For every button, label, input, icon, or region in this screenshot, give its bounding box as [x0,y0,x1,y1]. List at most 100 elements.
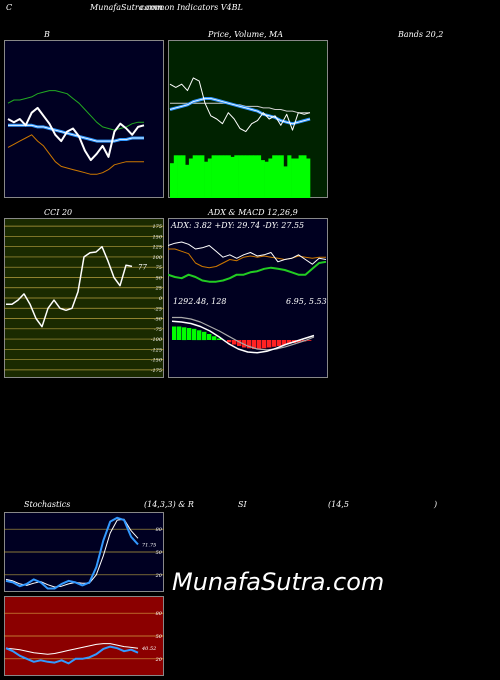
volume-bar [211,155,216,198]
stochastics-chart: 80 50 20 71.75 [4,512,164,592]
tick-label: 20 [155,657,163,663]
macd-histogram-bar [297,340,302,343]
volume-bar [291,158,296,198]
adx-line [168,248,326,269]
site-title[interactable]: MunafaSutra.com [90,3,163,12]
macd-histogram-bar [282,340,287,346]
volume-bar [181,155,186,198]
volume-bar [260,160,265,198]
panel-background [168,218,328,378]
volume-bar [219,155,224,198]
volume-bar [226,155,231,198]
macd-histogram-bar [237,340,242,346]
macd-line [171,320,315,354]
tick-label: -75 [154,327,162,333]
tick-label: 25 [155,286,162,292]
stoch-title: Stochastics [24,500,71,509]
tick-label: -25 [154,306,162,312]
volume-bar [306,158,311,198]
volume-bar [287,155,292,198]
macd-histogram-bar [182,327,187,341]
volume-bar [298,155,303,198]
price-volume-chart [168,40,328,198]
tick-label: 80 [156,611,163,617]
tick-label: 50 [156,550,163,556]
volume-bar [173,155,178,198]
stoch-params: (14,3,3) & R [144,500,194,509]
panel2-extra: Bands 20,2 [398,30,444,39]
macd-histogram-bar [252,340,257,349]
middle-band-highlight [8,124,144,142]
volume-bar [294,158,299,198]
macd-histogram-bar [172,326,177,340]
rsi-last-value: 40.52 [141,646,156,652]
macd-histogram-bar [257,340,262,349]
volume-bar [230,156,235,198]
stoch-d-line [5,518,139,588]
volume-bar [245,155,250,198]
tick-label: 50 [156,634,163,640]
volume-bar [257,155,262,198]
volume-bar [177,155,182,198]
volume-bar [207,158,212,198]
cci-chart: 175 150 125 100 75 50 25 0 -25 -50 -75 -100 -125 -150… [4,218,164,378]
panel-background [4,40,164,198]
panel2-title: Price, Volume, MA [208,30,284,39]
panel1-title: B [44,30,50,39]
plus-di-line [168,241,327,265]
bollinger-chart [4,40,164,198]
volume-bar [204,161,209,198]
macd-histogram-bar [202,331,207,341]
tick-label: 175 [152,224,162,230]
volume-bar [264,161,269,198]
macd-histogram-bar [277,340,282,346]
rsi-line [5,645,139,665]
macd-readout-right: 6.95, 5.53 [286,297,327,306]
cci-panel: 175 150 125 100 75 50 25 0 -25 -50 -75 -100 -125 -150… [4,218,164,378]
cci-last-value: 77 [138,263,147,271]
macd-histogram-bar [197,330,202,341]
volume-bar [238,155,243,198]
macd-histogram-bar [227,340,232,343]
volume-bar [272,155,277,198]
subtitle: common Indicators V4BL [140,3,243,12]
adx-macd-chart [168,218,328,378]
volume-bar [279,155,284,198]
volume-bar [192,155,197,198]
tick-label: -100 [151,337,163,343]
price-line [7,106,145,162]
rsi-signal-line [5,643,139,655]
macd-histogram-bar [217,338,222,340]
ma-line-highlight [169,98,311,125]
macd-histogram-bar [207,334,212,340]
macd-histogram-bar [287,340,292,344]
tick-label: 100 [152,255,162,261]
tick-label: 75 [156,265,162,271]
macd-histogram-bar [192,328,197,341]
tick-label: 20 [155,573,163,579]
volume-bar [268,158,273,198]
rsi-title: SI [238,500,247,509]
volume-bar [241,155,246,198]
minus-di-line [168,260,327,283]
price-line [169,77,311,133]
bollinger-panel [4,40,164,198]
macd-histogram-bar [247,340,252,349]
cci-title: CCI 20 [44,208,73,217]
rsi-panel: 80 50 20 40.52 [4,596,164,676]
macd-histogram-bar [307,340,312,341]
volume-bar [253,155,258,198]
watermark: MunafaSutra.com [172,568,385,596]
tick-label: -50 [154,317,163,323]
macd-histogram-bar [212,336,217,341]
cci-line [6,245,133,328]
price-volume-panel [168,40,328,198]
c-letter: C [6,3,13,12]
stoch-last-value: 71.75 [142,542,156,548]
rsi-chart: 80 50 20 40.52 [4,596,164,676]
volume-bar [302,155,307,198]
adx-macd-panel [168,218,328,378]
tick-label: -175 [151,368,162,374]
volume-bar [249,155,254,198]
tick-label: -125 [151,347,162,353]
